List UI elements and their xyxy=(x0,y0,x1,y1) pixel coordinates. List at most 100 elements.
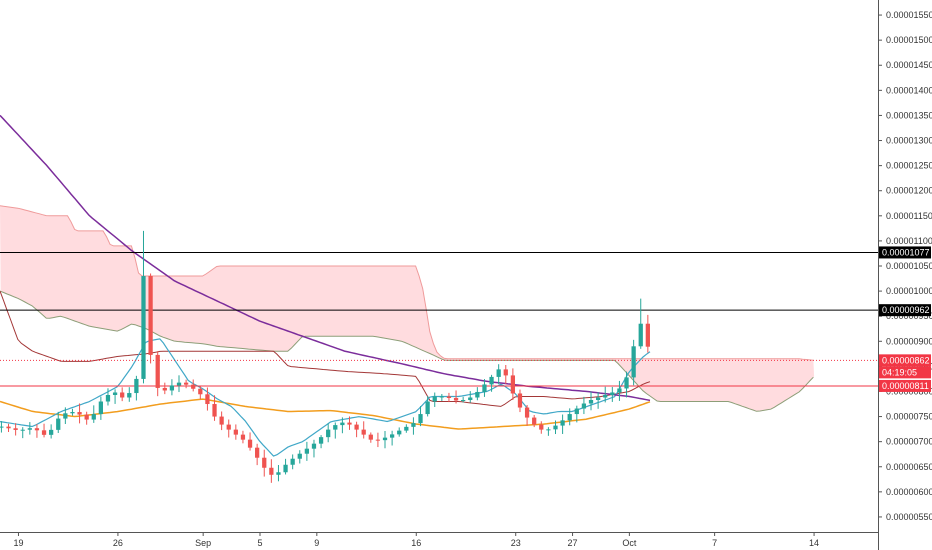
candle-body xyxy=(183,382,189,385)
candle-body xyxy=(624,377,629,389)
candle-body xyxy=(20,429,25,431)
cloud-bottom-edge xyxy=(0,290,814,412)
candle-body xyxy=(198,388,203,395)
countdown-tag-bg xyxy=(879,366,931,379)
y-tick-label: 0.00000550 xyxy=(886,512,932,522)
ichimoku-cloud xyxy=(0,205,815,412)
horizontal-levels xyxy=(0,251,878,387)
candle-body xyxy=(453,397,459,401)
candle-body xyxy=(205,394,210,405)
candle-body xyxy=(6,426,11,429)
candle-body xyxy=(546,429,551,431)
candle-body xyxy=(638,323,643,347)
candle-body xyxy=(326,429,331,438)
x-tick-label: 9 xyxy=(314,538,319,548)
x-tick-label: Oct xyxy=(622,538,637,548)
candle-body xyxy=(532,417,537,425)
candle-body xyxy=(496,369,501,377)
y-tick-label: 0.00001200 xyxy=(886,186,932,196)
candle-body xyxy=(120,392,125,398)
candle-body xyxy=(226,424,231,430)
level-price-tag: 0.00000962 xyxy=(882,305,930,315)
y-tick-label: 0.00001250 xyxy=(886,161,932,171)
y-tick-label: 0.00001000 xyxy=(886,286,932,296)
countdown-tag: 04:19:05 xyxy=(882,367,917,377)
level-price-tag-bg xyxy=(879,379,931,392)
candle-body xyxy=(219,416,224,425)
candle-body xyxy=(446,396,452,398)
candle-body xyxy=(603,394,608,398)
candle-body xyxy=(489,376,494,385)
candle-body xyxy=(34,428,40,431)
current-price-tag: 0.00000862 xyxy=(882,355,930,365)
level-price-tag: 0.00000811 xyxy=(882,381,929,391)
candle-body xyxy=(361,429,366,435)
candle-body xyxy=(404,426,409,431)
price-tags: 0.00001077 0.00000962 0.00000811 0.00000862… xyxy=(879,246,931,392)
candle-body xyxy=(468,397,473,401)
candle-body xyxy=(503,369,508,376)
y-tick-label: 0.00001550 xyxy=(886,10,932,20)
candle-body xyxy=(304,448,310,454)
candle-body xyxy=(631,346,636,378)
candle-body xyxy=(176,382,182,386)
candle-body xyxy=(269,467,274,475)
candle-body xyxy=(340,422,345,426)
y-tick-label: 0.00001100 xyxy=(886,236,932,246)
candle-body xyxy=(191,384,196,389)
kijun-line xyxy=(0,290,651,407)
candle-body xyxy=(233,429,238,435)
y-tick-label: 0.00000950 xyxy=(886,311,932,321)
candle-body xyxy=(255,447,260,458)
candle-body xyxy=(311,443,317,449)
x-tick-label: 27 xyxy=(568,538,578,548)
candle-body xyxy=(418,414,423,424)
candle-body xyxy=(56,418,61,430)
candle-body xyxy=(84,414,89,420)
x-tick-label: 19 xyxy=(13,538,23,548)
y-tick-label: 0.00001300 xyxy=(886,136,932,146)
y-tick-label: 0.00001350 xyxy=(886,110,932,120)
candle-body xyxy=(375,439,381,441)
y-tick-label: 0.00001400 xyxy=(886,85,932,95)
candle-body xyxy=(112,392,118,395)
candle-body xyxy=(105,394,111,402)
x-tick-label: 26 xyxy=(113,538,123,548)
y-tick-label: 0.00000600 xyxy=(886,487,932,497)
candle-body xyxy=(91,414,96,420)
candle-body xyxy=(617,388,622,393)
y-tick-label: 0.00000900 xyxy=(886,336,932,346)
x-tick-label: 23 xyxy=(511,538,521,548)
x-tick-label: 5 xyxy=(257,538,262,548)
candle-body xyxy=(318,437,324,444)
candle-body xyxy=(347,422,352,425)
candle-body xyxy=(27,428,32,430)
candle-body xyxy=(354,424,359,430)
candle-body xyxy=(411,423,416,427)
candle-body xyxy=(240,434,246,440)
candle-body xyxy=(70,412,75,414)
y-tick-label: 0.00001450 xyxy=(886,60,932,70)
candle-body xyxy=(41,430,47,435)
candle-body xyxy=(382,437,388,441)
level-price-tag-bg xyxy=(879,246,931,259)
candle-body xyxy=(169,385,175,391)
candle-body xyxy=(560,420,565,426)
x-tick-label: 16 xyxy=(411,538,421,548)
candle-body xyxy=(539,424,544,430)
level-price-tag-bg xyxy=(879,304,931,317)
y-tick-label: 0.00001500 xyxy=(886,35,932,45)
candle-body xyxy=(276,472,281,475)
candle-body xyxy=(297,453,302,459)
candle-body xyxy=(581,403,587,409)
candlesticks xyxy=(0,230,650,483)
candle-body xyxy=(13,428,18,430)
level-price-tag: 0.00001077 xyxy=(882,247,930,257)
x-tick-label: 7 xyxy=(712,538,717,548)
candle-body xyxy=(425,401,430,415)
candle-body xyxy=(610,392,615,395)
candle-body xyxy=(212,404,217,417)
y-tick-label: 0.00000700 xyxy=(886,437,932,447)
